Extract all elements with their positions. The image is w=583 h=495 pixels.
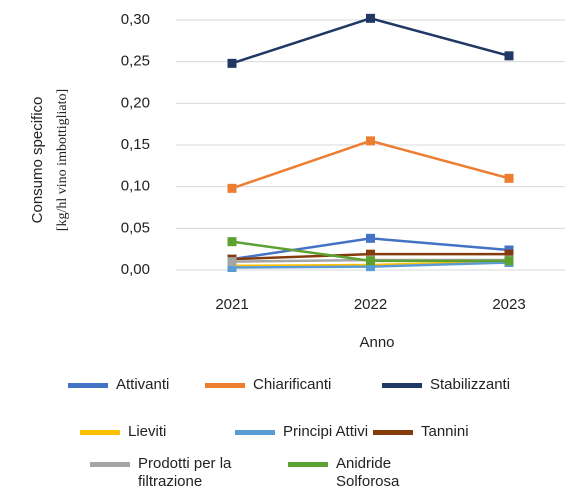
y-tick-label: 0,25 — [121, 53, 150, 70]
legend-item: Anidride Solforosa — [288, 455, 446, 491]
y-axis-label: Consumo specifico — [29, 97, 46, 224]
data-point — [366, 249, 375, 259]
data-point — [227, 263, 237, 272]
data-point — [504, 51, 514, 61]
legend-label: Tannini — [421, 423, 469, 440]
y-axis-unit: [kg/hl vino imbottigliato] — [55, 89, 70, 231]
series-line — [231, 139, 510, 190]
x-axis-label: Anno — [359, 334, 394, 351]
legend-swatch — [288, 462, 328, 467]
legend-item: Stabilizzanti — [382, 376, 510, 394]
y-tick-label: 0,15 — [121, 136, 150, 153]
y-tick-label: 0,20 — [121, 94, 150, 111]
y-tick-label: 0,10 — [121, 178, 150, 195]
legend-swatch — [205, 383, 245, 388]
legend-swatch — [382, 383, 422, 388]
y-tick-label: 0,00 — [121, 261, 150, 278]
data-point — [504, 249, 514, 259]
legend-item: Lieviti — [80, 423, 166, 441]
legend-label: Anidride Solforosa — [336, 455, 400, 490]
data-point — [227, 58, 237, 68]
y-tick-label: 0,05 — [121, 219, 150, 236]
legend-item: Attivanti — [68, 376, 169, 394]
x-tick-label: 2023 — [492, 296, 525, 313]
data-point — [227, 183, 237, 193]
x-tick-label: 2022 — [354, 296, 387, 313]
legend-item: Principi Attivi — [235, 423, 368, 441]
legend-swatch — [90, 462, 130, 467]
data-point — [504, 173, 514, 183]
legend-label: Prodotti per la filtrazione — [138, 455, 232, 490]
data-point — [366, 136, 375, 146]
y-tick-label: 0,30 — [121, 11, 150, 28]
chart: Consumo specifico [kg/hl vino imbottigli… — [29, 11, 565, 351]
data-point — [504, 256, 514, 266]
legend-label: Lieviti — [128, 423, 167, 440]
data-point — [366, 256, 375, 266]
legend-swatch — [235, 430, 275, 435]
data-point — [227, 257, 237, 267]
legend-swatch — [373, 430, 413, 435]
data-point — [366, 262, 375, 272]
legend-label: Principi Attivi — [283, 423, 369, 440]
legend-item: Prodotti per la filtrazione — [90, 455, 248, 491]
legend-label: Stabilizzanti — [430, 376, 511, 393]
series-line — [231, 17, 510, 65]
legend-item: Tannini — [373, 423, 469, 441]
legend-item: Chiarificanti — [205, 376, 331, 394]
legend-swatch — [68, 383, 108, 388]
data-point — [366, 233, 375, 243]
data-point — [227, 237, 237, 247]
data-point — [366, 13, 375, 23]
legend-label: Attivanti — [116, 376, 170, 393]
legend-swatch — [80, 430, 120, 435]
x-tick-label: 2021 — [215, 296, 248, 313]
legend-label: Chiarificanti — [253, 376, 332, 393]
